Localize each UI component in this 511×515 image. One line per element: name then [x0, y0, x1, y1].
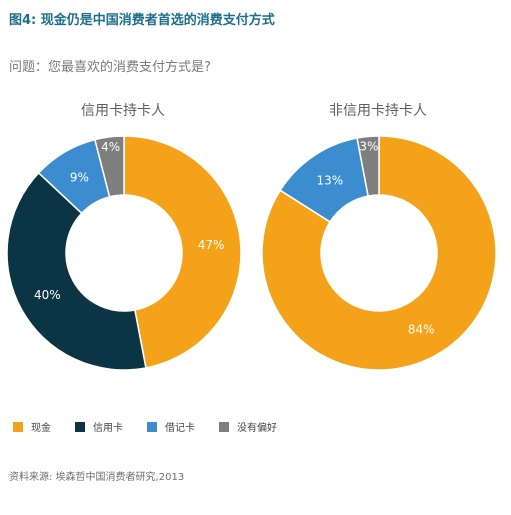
legend-item-no-preference: 没有偏好 — [219, 419, 277, 434]
chart-title-non-credit-card-holders: 非信用卡持卡人 — [329, 103, 427, 119]
legend-swatch-debit-card — [147, 421, 157, 432]
legend-swatch-no-preference — [219, 421, 229, 432]
legend-label-cash: 现金 — [31, 423, 51, 434]
data-label-cash: 47% — [198, 238, 225, 252]
chart-title-credit-card-holders: 信用卡持卡人 — [81, 103, 165, 119]
data-label-debit-card: 9% — [70, 171, 89, 185]
legend-swatch-cash — [13, 421, 23, 432]
legend-item-cash: 现金 — [13, 419, 51, 434]
legend-label-no-preference: 没有偏好 — [237, 423, 277, 434]
donut-slice-cash — [261, 135, 497, 371]
data-label-no-preference: 3% — [359, 139, 378, 153]
legend-label-credit-card: 信用卡 — [93, 423, 123, 434]
legend-swatch-credit-card — [75, 421, 85, 432]
data-label-cash: 84% — [408, 323, 435, 337]
legend-label-debit-card: 借记卡 — [165, 423, 195, 434]
donut-chart-non-credit-card-holders: 84% 13% 3% — [261, 135, 497, 371]
survey-question: 问题：您最喜欢的消费支付方式是? — [9, 60, 211, 75]
donut-slice-no-preference — [356, 135, 380, 197]
donut-slice-credit-card — [6, 171, 147, 371]
legend: 现金 信用卡 借记卡 没有偏好 — [13, 419, 301, 434]
legend-item-debit-card: 借记卡 — [147, 419, 195, 434]
source-note: 资料来源: 埃森哲中国消费者研究,2013 — [9, 472, 185, 483]
data-label-no-preference: 4% — [101, 140, 120, 154]
figure-title: 图4: 现金仍是中国消费者首选的消费支付方式 — [9, 13, 275, 28]
donut-slice-no-preference — [93, 135, 125, 198]
donut-chart-credit-card-holders: 47% 40% 9% 4% — [6, 135, 242, 371]
legend-item-credit-card: 信用卡 — [75, 419, 123, 434]
data-label-credit-card: 40% — [34, 288, 61, 302]
data-label-debit-card: 13% — [316, 174, 343, 188]
donut-slice-cash — [123, 135, 242, 369]
